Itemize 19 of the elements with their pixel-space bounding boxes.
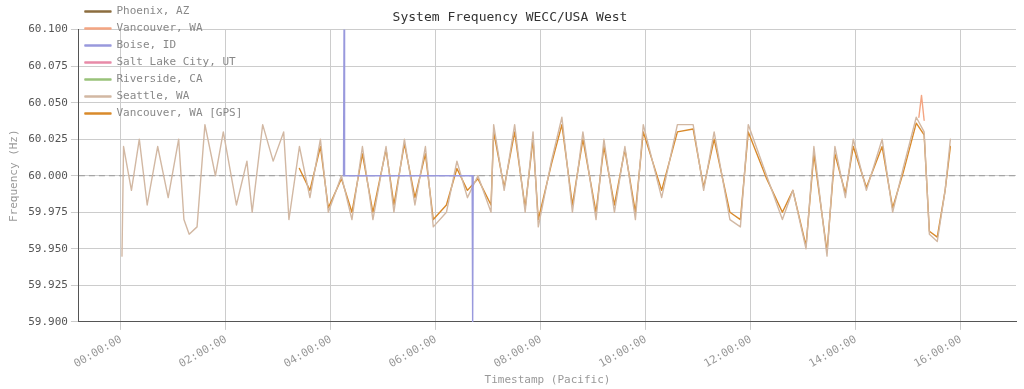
y-tick-label: 60.050 (28, 95, 68, 109)
y-tick-label: 59.925 (28, 278, 68, 292)
legend-label: Salt Lake City, UT (116, 55, 237, 69)
legend-label: Seattle, WA (116, 89, 190, 103)
y-tick-label: 60.000 (28, 168, 68, 182)
y-tick-label: 59.950 (28, 241, 68, 255)
chart-title: System Frequency WECC/USA West (392, 9, 628, 25)
y-tick-label: 60.025 (28, 132, 68, 146)
x-axis-title: Timestamp (Pacific) (484, 373, 611, 387)
legend-label: Riverside, CA (116, 72, 203, 86)
legend-label: Boise, ID (116, 38, 177, 52)
y-tick-label: 59.900 (28, 314, 68, 328)
y-tick-label: 60.075 (28, 58, 68, 72)
y-axis-title: Frequency (Hz) (7, 129, 21, 223)
y-tick-label: 59.975 (28, 205, 68, 219)
legend-label: Vancouver, WA [GPS] (116, 106, 243, 120)
legend-label: Vancouver, WA (116, 21, 203, 35)
y-tick-label: 60.100 (28, 22, 68, 36)
legend-label: Phoenix, AZ (116, 4, 190, 18)
